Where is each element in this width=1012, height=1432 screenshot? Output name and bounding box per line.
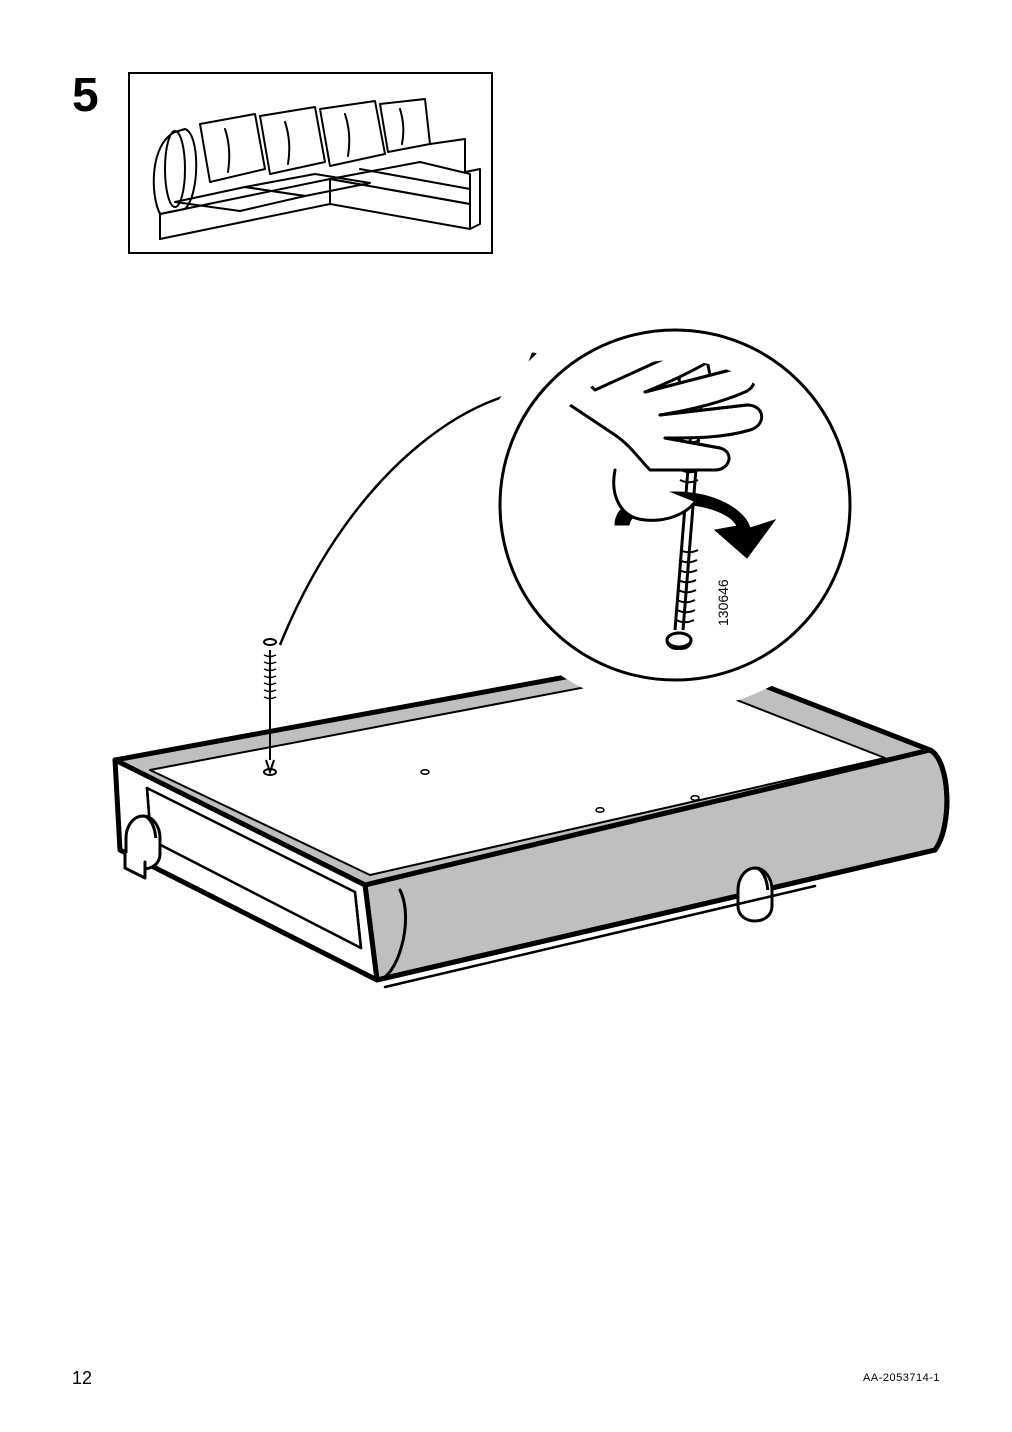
inset-reference-illustration [128,72,493,254]
document-code: AA-2053714-1 [863,1372,940,1384]
armrest-base-svg [55,320,955,1000]
page-number: 12 [72,1368,92,1389]
sofa-sketch [130,74,493,254]
callout-circle [500,330,850,680]
instruction-page: 5 [0,0,1012,1432]
step-number: 5 [72,72,99,120]
main-assembly-illustration: 130646 [55,320,955,1000]
part-number-label: 130646 [715,579,731,626]
